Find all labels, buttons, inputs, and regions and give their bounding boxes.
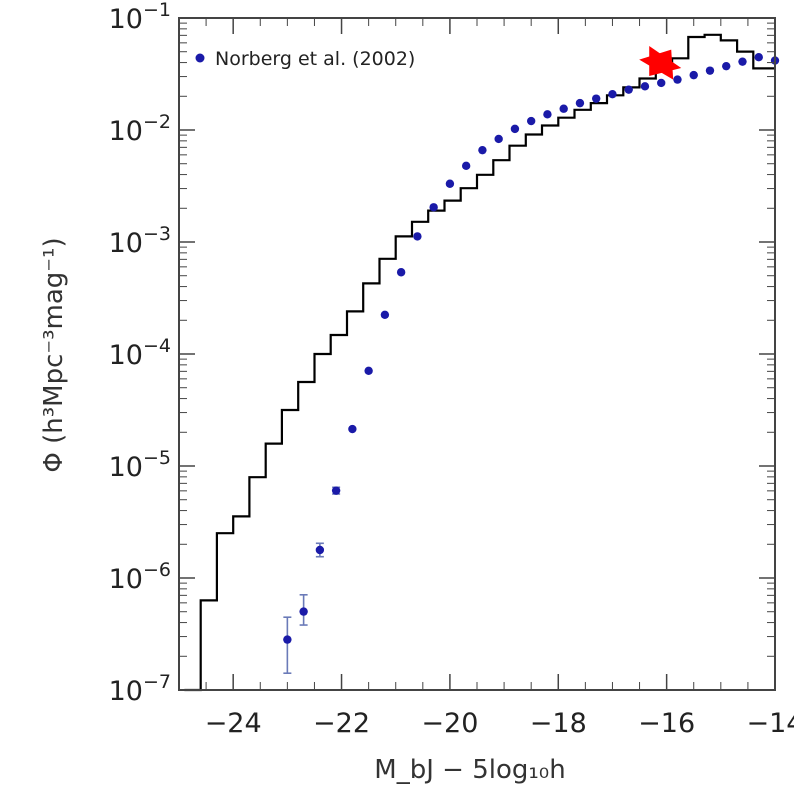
y-tick-label: 10−6 bbox=[109, 559, 171, 595]
legend-marker bbox=[195, 53, 205, 63]
legend: Norberg et al. (2002) bbox=[195, 48, 415, 70]
y-tick-label: 10−5 bbox=[109, 447, 171, 483]
data-point bbox=[413, 232, 422, 241]
data-point bbox=[592, 94, 601, 103]
x-tick-label: −18 bbox=[530, 708, 587, 739]
data-point bbox=[510, 124, 520, 134]
y-tick-label: 10−1 bbox=[109, 0, 171, 35]
data-point bbox=[348, 424, 357, 434]
data-point bbox=[673, 75, 682, 84]
x-tick-label: −14 bbox=[747, 708, 794, 739]
data-point bbox=[461, 161, 471, 171]
data-point bbox=[657, 78, 666, 88]
data-point bbox=[315, 545, 325, 555]
data-point bbox=[478, 145, 487, 155]
data-point bbox=[380, 310, 390, 319]
data-point bbox=[689, 70, 698, 80]
data-point bbox=[738, 57, 747, 66]
data-point bbox=[364, 366, 373, 375]
data-point bbox=[396, 268, 406, 277]
x-tick-label: −20 bbox=[421, 708, 478, 739]
x-axis-title: M_bJ − 5log₁₀h bbox=[374, 755, 565, 785]
data-point bbox=[640, 82, 650, 91]
x-tick-label: −16 bbox=[638, 708, 695, 739]
data-point bbox=[705, 66, 715, 75]
x-tick-label: −22 bbox=[313, 708, 370, 739]
data-point bbox=[331, 486, 341, 495]
y-tick-label: 10−3 bbox=[109, 223, 171, 259]
axis-ticks bbox=[178, 17, 775, 691]
legend-label: Norberg et al. (2002) bbox=[215, 48, 415, 70]
y-tick-label: 10−4 bbox=[109, 335, 171, 371]
data-point bbox=[624, 85, 633, 94]
data-point bbox=[722, 61, 731, 71]
data-points-layer bbox=[283, 53, 780, 644]
y-axis-title: Φ (h³Mpc⁻³mag⁻¹) bbox=[39, 237, 69, 472]
data-point bbox=[299, 607, 308, 616]
data-point bbox=[494, 134, 503, 144]
data-point bbox=[445, 179, 455, 188]
x-tick-labels: −24 −22 −20 −18 −16 −14 bbox=[205, 708, 794, 739]
data-point bbox=[754, 53, 763, 62]
y-tick-labels: 10−7 10−6 10−5 10−4 10−3 10−2 10−1 bbox=[109, 0, 171, 707]
data-point bbox=[526, 116, 536, 126]
data-point bbox=[608, 89, 617, 99]
data-point bbox=[575, 98, 585, 108]
annotation-arrow-head-bottom bbox=[639, 49, 674, 80]
data-point bbox=[283, 635, 292, 644]
x-tick-label: −24 bbox=[205, 708, 262, 739]
data-point bbox=[559, 104, 568, 113]
annotation-layer bbox=[639, 46, 682, 80]
y-tick-label: 10−2 bbox=[109, 111, 171, 147]
y-tick-label: 10−7 bbox=[109, 671, 171, 707]
data-point bbox=[429, 203, 438, 212]
data-point bbox=[543, 110, 552, 119]
